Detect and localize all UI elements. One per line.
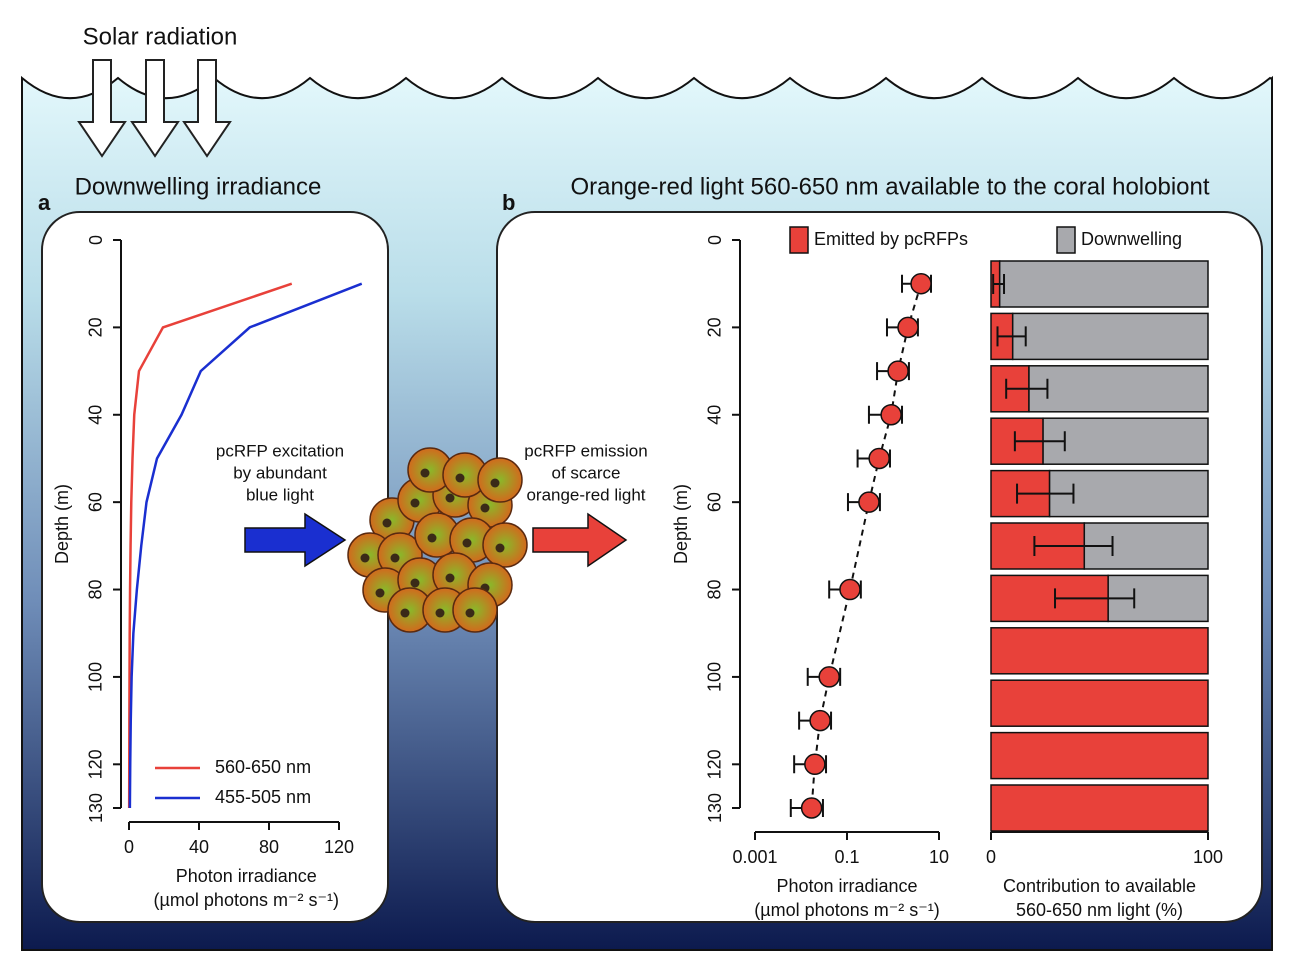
chart-title: Orange-red light 560-650 nm available to… — [570, 173, 1209, 200]
legend-label: Emitted by pcRFPs — [814, 229, 968, 249]
x-axis-label: Photon irradiance — [776, 876, 917, 896]
y-tick-label: 120 — [705, 749, 725, 779]
x-tick-label: 120 — [324, 837, 354, 857]
polyp-mouth — [463, 539, 472, 548]
point — [888, 361, 908, 381]
point — [819, 667, 839, 687]
y-axis-label: Depth (m) — [52, 484, 72, 564]
point — [802, 798, 822, 818]
polyp-mouth — [401, 609, 410, 618]
y-tick-label: 130 — [86, 793, 106, 823]
legend-swatch — [790, 227, 808, 253]
figure: Solar radiation pcRFP excitation by abund… — [0, 0, 1294, 965]
x-axis-label: (µmol photons m⁻² s⁻¹) — [154, 890, 339, 910]
legend-swatch — [1057, 227, 1075, 253]
polyp-mouth — [361, 554, 370, 563]
y-tick-label: 100 — [86, 662, 106, 692]
y-tick-label: 60 — [705, 492, 725, 512]
y-tick-label: 80 — [705, 580, 725, 600]
y-tick-label: 40 — [705, 405, 725, 425]
point — [898, 317, 918, 337]
annotation: pcRFP excitation — [216, 441, 344, 460]
y-tick-label: 120 — [86, 749, 106, 779]
chart-title: Downwelling irradiance — [75, 173, 322, 200]
panel-label: b — [502, 190, 515, 215]
y-tick-label: 100 — [705, 662, 725, 692]
x-tick-label: 0.1 — [834, 847, 859, 867]
polyp-mouth — [491, 479, 500, 488]
bar — [1013, 313, 1208, 359]
polyp-mouth — [481, 504, 490, 513]
point — [810, 711, 830, 731]
x-tick-label: 0 — [986, 847, 996, 867]
annotation: by abundant — [233, 463, 327, 482]
solar-label: Solar radiation — [83, 23, 238, 50]
legend-label: Downwelling — [1081, 229, 1182, 249]
point — [805, 754, 825, 774]
annotation: orange-red light — [526, 485, 645, 504]
annotation: of scarce — [552, 463, 621, 482]
polyp-mouth — [496, 544, 505, 553]
bar — [991, 680, 1208, 726]
point — [840, 580, 860, 600]
annotation: pcRFP emission — [524, 441, 647, 460]
annotation: blue light — [246, 485, 314, 504]
polyp-mouth — [421, 469, 430, 478]
polyp-mouth — [411, 579, 420, 588]
bar — [1029, 366, 1208, 412]
polyp-mouth — [411, 499, 420, 508]
y-tick-label: 60 — [86, 492, 106, 512]
x-tick-label: 0 — [124, 837, 134, 857]
x-axis-label: 560-650 nm light (%) — [1016, 900, 1183, 920]
solar-arrows — [79, 60, 230, 156]
x-tick-label: 10 — [929, 847, 949, 867]
bar — [991, 628, 1208, 674]
bar — [991, 785, 1208, 831]
coral-polyp — [478, 458, 522, 502]
x-axis-label: Photon irradiance — [176, 866, 317, 886]
polyp-mouth — [428, 534, 437, 543]
polyp-mouth — [436, 609, 445, 618]
bar — [1000, 261, 1208, 307]
polyp-mouth — [391, 554, 400, 563]
y-tick-label: 20 — [86, 317, 106, 337]
point — [859, 492, 879, 512]
point — [881, 405, 901, 425]
polyp-mouth — [376, 589, 385, 598]
bar — [991, 733, 1208, 779]
y-tick-label: 130 — [705, 793, 725, 823]
y-tick-label: 20 — [705, 317, 725, 337]
y-axis-label: Depth (m) — [671, 484, 691, 564]
polyp-mouth — [446, 494, 455, 503]
panel-label: a — [38, 190, 51, 215]
x-tick-label: 100 — [1193, 847, 1223, 867]
point — [911, 274, 931, 294]
x-axis-label: Contribution to available — [1003, 876, 1196, 896]
polyp-mouth — [456, 474, 465, 483]
point — [869, 448, 889, 468]
y-tick-label: 80 — [86, 580, 106, 600]
polyp-mouth — [446, 574, 455, 583]
x-tick-label: 0.001 — [732, 847, 777, 867]
x-axis-label: (µmol photons m⁻² s⁻¹) — [754, 900, 939, 920]
bar — [1043, 418, 1208, 464]
coral-polyp — [453, 588, 497, 632]
y-tick-label: 0 — [705, 235, 725, 245]
x-tick-label: 80 — [259, 837, 279, 857]
y-tick-label: 40 — [86, 405, 106, 425]
legend-label: 560-650 nm — [215, 757, 311, 777]
x-tick-label: 40 — [189, 837, 209, 857]
polyp-mouth — [383, 519, 392, 528]
y-tick-label: 0 — [86, 235, 106, 245]
legend-label: 455-505 nm — [215, 787, 311, 807]
coral-polyp — [483, 523, 527, 567]
polyp-mouth — [466, 609, 475, 618]
